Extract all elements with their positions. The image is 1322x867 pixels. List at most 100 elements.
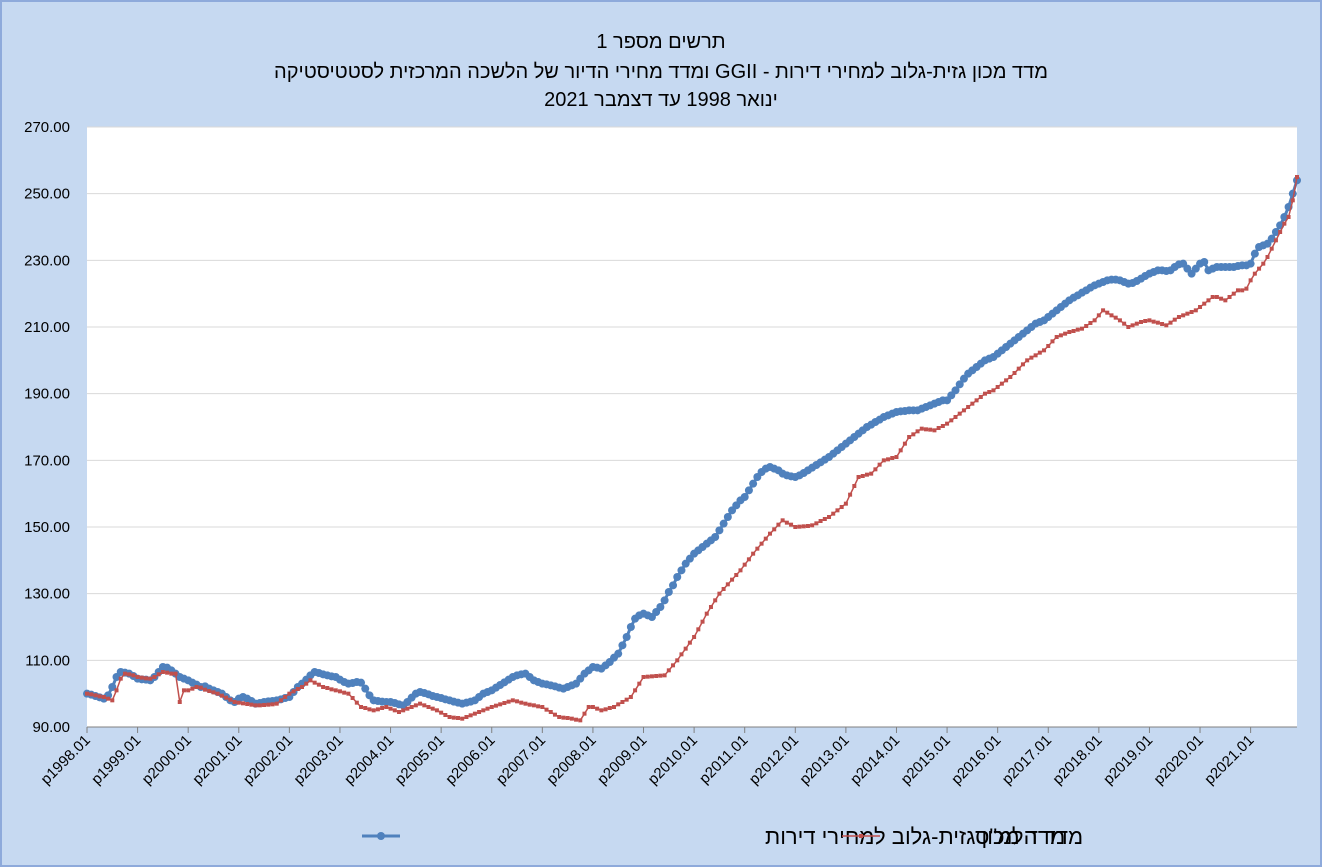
- data-point: [207, 689, 212, 693]
- data-point: [493, 703, 498, 708]
- data-point: [557, 715, 562, 719]
- y-tick-label: 90.00: [32, 719, 70, 736]
- data-point: [329, 687, 334, 692]
- data-point: [835, 508, 840, 513]
- data-point: [1214, 295, 1219, 299]
- data-point: [211, 690, 216, 695]
- data-point: [1295, 175, 1299, 179]
- data-point: [852, 484, 857, 488]
- data-point: [114, 688, 119, 693]
- y-tick-label: 210.00: [24, 319, 70, 336]
- data-point: [413, 703, 418, 708]
- data-point: [401, 708, 406, 713]
- data-point: [1198, 305, 1203, 309]
- data-point: [1046, 344, 1051, 348]
- data-point: [1092, 318, 1097, 323]
- data-point: [711, 533, 720, 541]
- data-point: [713, 598, 718, 603]
- data-point: [485, 706, 490, 711]
- data-point: [995, 385, 1000, 389]
- y-tick-label: 230.00: [24, 252, 70, 269]
- data-point: [565, 716, 570, 720]
- data-point: [1160, 322, 1165, 326]
- data-point: [236, 700, 241, 705]
- data-point: [1117, 318, 1122, 323]
- y-tick-label: 110.00: [25, 652, 70, 669]
- data-point: [439, 710, 444, 715]
- data-point: [966, 405, 971, 409]
- data-point: [198, 685, 203, 690]
- data-point: [139, 675, 144, 680]
- data-point: [780, 518, 785, 523]
- data-point: [548, 710, 553, 714]
- data-point: [696, 627, 701, 632]
- data-point: [308, 678, 313, 683]
- data-point: [970, 401, 975, 406]
- data-point: [749, 479, 758, 488]
- data-point: [464, 715, 469, 719]
- data-point: [664, 588, 673, 596]
- data-point: [371, 708, 376, 713]
- data-point: [637, 681, 642, 686]
- data-point: [751, 551, 756, 556]
- data-point: [249, 702, 254, 707]
- data-point: [1286, 215, 1291, 219]
- data-point: [135, 675, 140, 679]
- data-point: [677, 566, 686, 575]
- data-point: [1042, 348, 1047, 353]
- data-point: [953, 415, 958, 419]
- legend-label: מדד מכון גזית-גלוב למחירי דירות: [765, 824, 1065, 849]
- data-point: [316, 682, 321, 687]
- data-point: [919, 426, 924, 431]
- data-point: [515, 699, 520, 704]
- data-point: [1267, 234, 1276, 243]
- data-point: [1278, 230, 1283, 234]
- data-point: [1164, 323, 1169, 328]
- data-point: [405, 706, 410, 711]
- data-point: [384, 705, 389, 709]
- data-point: [618, 641, 627, 650]
- data-point: [312, 680, 317, 685]
- data-point: [363, 706, 368, 710]
- data-point: [131, 673, 136, 678]
- data-point: [1185, 311, 1190, 316]
- data-point: [704, 611, 709, 616]
- data-point: [1248, 278, 1253, 283]
- data-point: [194, 685, 199, 689]
- data-point: [122, 671, 127, 676]
- data-point: [708, 605, 713, 609]
- data-point: [106, 696, 111, 701]
- data-point: [266, 702, 271, 707]
- data-point: [759, 541, 764, 546]
- data-point: [1071, 329, 1076, 333]
- data-point: [1058, 333, 1063, 338]
- data-point: [776, 522, 781, 527]
- data-point: [1020, 362, 1025, 367]
- data-point: [219, 693, 224, 698]
- data-point: [489, 705, 494, 709]
- data-point: [89, 692, 94, 697]
- data-point: [367, 707, 372, 712]
- data-point: [805, 524, 810, 528]
- data-point: [1290, 198, 1295, 203]
- data-point: [481, 708, 486, 713]
- data-point: [527, 702, 532, 707]
- data-point: [228, 697, 233, 702]
- data-point: [426, 705, 431, 709]
- data-point: [304, 681, 309, 686]
- data-point: [746, 557, 751, 562]
- data-point: [569, 716, 574, 721]
- data-point: [127, 672, 132, 677]
- data-point: [144, 676, 149, 681]
- data-point: [603, 707, 608, 712]
- data-point: [894, 455, 899, 459]
- data-point: [270, 702, 275, 707]
- data-point: [1168, 320, 1173, 325]
- data-point: [987, 390, 992, 394]
- data-point: [108, 683, 117, 691]
- data-point: [392, 708, 397, 713]
- data-point: [498, 702, 503, 707]
- data-point: [1210, 295, 1215, 299]
- data-point: [949, 418, 954, 423]
